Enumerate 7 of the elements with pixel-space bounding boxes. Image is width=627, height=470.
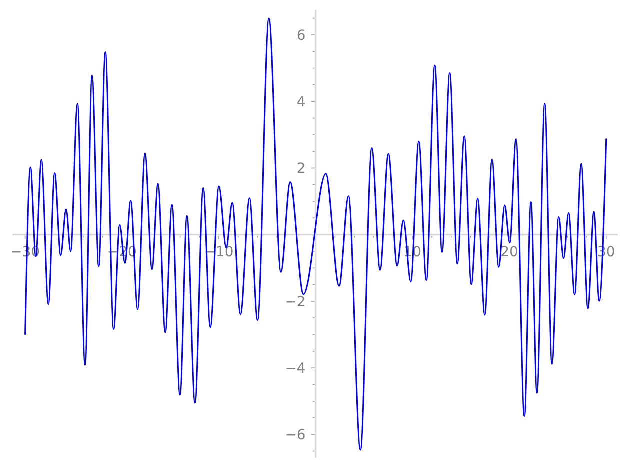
y-tick-label: 4 <box>296 94 306 110</box>
y-tick-label: 6 <box>296 28 306 44</box>
y-tick-label: −6 <box>285 428 306 444</box>
x-tick-label: 20 <box>500 244 518 260</box>
y-tick-label: 2 <box>296 161 306 178</box>
y-tick-label: −4 <box>285 360 306 377</box>
y-tick-label: −2 <box>285 294 306 310</box>
